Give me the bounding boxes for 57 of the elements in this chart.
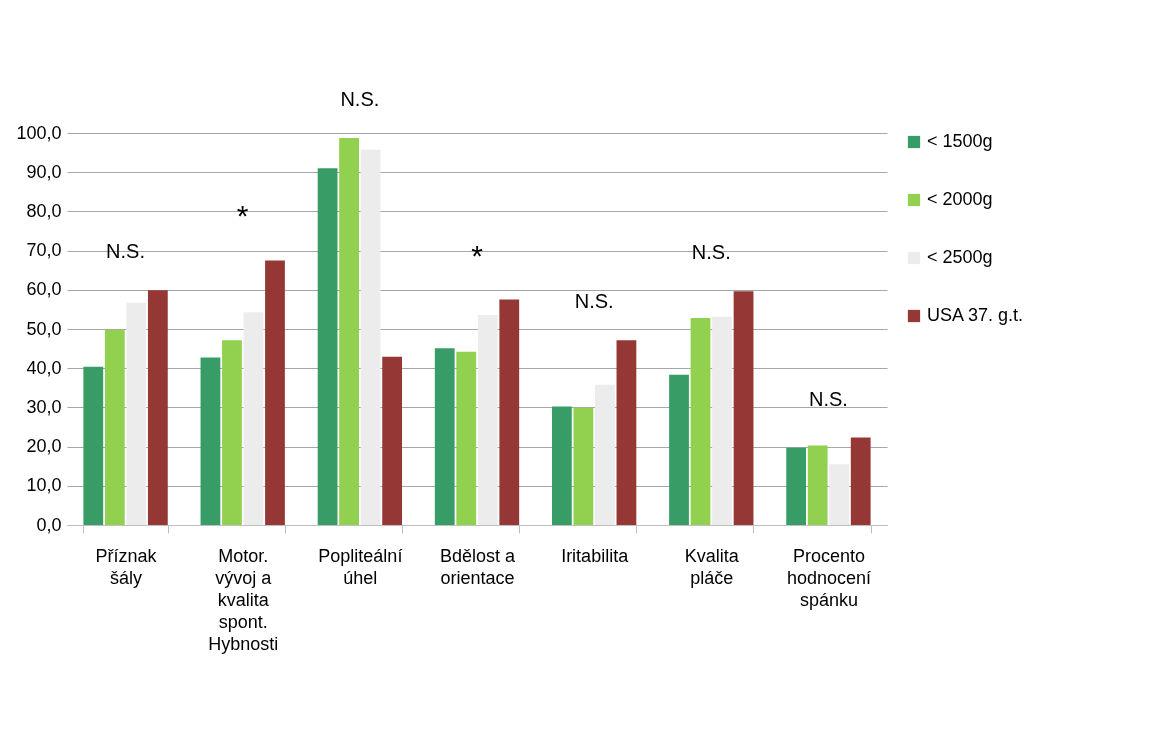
bar xyxy=(850,437,871,525)
x-tick-label: Iritabilita xyxy=(561,545,630,566)
y-tick-label: 100,0 xyxy=(16,122,62,143)
bar xyxy=(360,149,381,525)
y-tick-label: 40,0 xyxy=(26,357,62,378)
bar xyxy=(147,290,168,525)
bar xyxy=(786,447,807,525)
x-tick-label: Kvalita pláče xyxy=(684,545,740,588)
text: N.S. xyxy=(340,88,380,111)
y-tick-label: 10,0 xyxy=(26,475,62,496)
legend-label: < 2500g xyxy=(927,247,993,267)
bar xyxy=(733,291,754,525)
bar xyxy=(573,407,594,525)
x-tick-label: Bdělost a orientace xyxy=(439,545,517,588)
y-tick-label: 70,0 xyxy=(26,240,62,261)
bar xyxy=(200,357,221,525)
y-tick-label: 50,0 xyxy=(26,318,62,339)
bar xyxy=(126,302,147,525)
bar xyxy=(616,340,637,525)
legend-label: < 1500g xyxy=(927,131,993,151)
bar xyxy=(807,445,828,525)
bar xyxy=(317,168,338,525)
bar xyxy=(712,316,732,525)
bar xyxy=(690,318,711,525)
annotation: * xyxy=(471,238,484,272)
y-tick-label: 90,0 xyxy=(26,161,62,182)
legend-label: USA 37. g.t. xyxy=(927,305,1024,325)
y-tick-label: 30,0 xyxy=(26,396,62,417)
bar xyxy=(669,374,689,525)
bar xyxy=(595,384,615,525)
x-tick-label: Procento hodnocení spánku xyxy=(786,545,871,610)
y-tick-label: 0,0 xyxy=(36,514,62,535)
bar xyxy=(382,356,403,525)
bar xyxy=(456,351,477,525)
x-tick-label: Příznak šály xyxy=(95,545,158,588)
bar xyxy=(551,406,572,525)
bar xyxy=(243,312,264,525)
bar xyxy=(477,314,498,525)
y-tick-label: 60,0 xyxy=(26,279,62,300)
annotation: * xyxy=(236,199,249,233)
annotation: N.S. xyxy=(691,241,731,264)
annotation: N.S. xyxy=(808,387,848,410)
legend-label: < 2000g xyxy=(927,189,993,209)
bar xyxy=(339,138,359,525)
x-tick-label: Motor. vývoj a kvalita spont. Hybnosti xyxy=(208,545,279,654)
y-tick-label: 20,0 xyxy=(26,436,62,457)
annotation: N.S. xyxy=(574,290,614,313)
bar xyxy=(434,348,455,525)
bar xyxy=(222,340,242,525)
x-tick-label: Popliteální úhel xyxy=(318,545,403,588)
annotation: N.S. xyxy=(106,240,146,263)
bar xyxy=(265,260,285,525)
bar xyxy=(829,464,850,525)
bar xyxy=(83,366,104,525)
bar xyxy=(499,299,520,525)
y-tick-label: 80,0 xyxy=(26,200,62,221)
bar xyxy=(104,329,125,525)
